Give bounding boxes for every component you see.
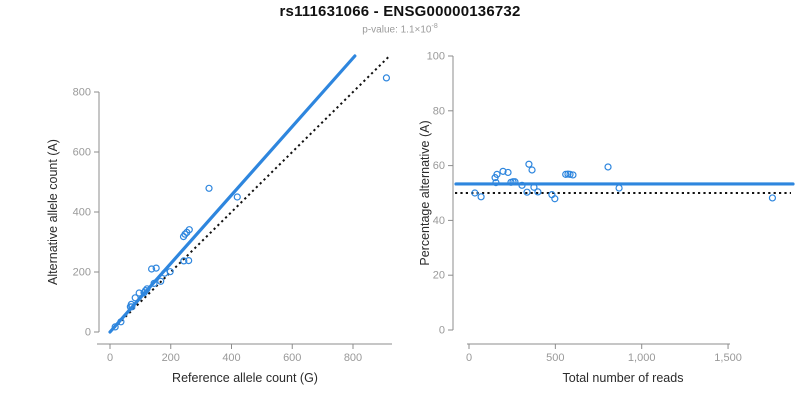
x-tick-label: 200 xyxy=(162,352,180,364)
data-point xyxy=(152,264,160,272)
data-point xyxy=(135,289,143,297)
x-tick-label: 0 xyxy=(466,352,472,364)
y-axis-title: Percentage alternative (A) xyxy=(418,120,432,265)
y-tick-label: 60 xyxy=(433,160,445,172)
data-point xyxy=(530,183,538,191)
data-point xyxy=(150,279,158,287)
panel-right: 0 20 40 60 80 100 0 500 1,000 1,500 Total number o… xyxy=(418,51,795,385)
data-point xyxy=(471,189,479,197)
data-point xyxy=(534,188,542,196)
data-point xyxy=(528,166,536,174)
panel-left: 0 200 400 600 800 0 200 400 600 800 Reference alle… xyxy=(46,54,392,385)
x-axis-title: Total number of reads xyxy=(563,371,684,385)
data-point xyxy=(143,285,151,293)
data-point xyxy=(131,294,139,302)
data-point xyxy=(181,230,189,238)
fit-line xyxy=(108,54,357,334)
data-point xyxy=(382,74,391,82)
data-point xyxy=(148,265,156,273)
data-point xyxy=(157,277,165,285)
y-axis-title: Alternative allele count (A) xyxy=(46,139,60,285)
p-value-text: p-value: 1.1×10 xyxy=(362,24,432,36)
data-point xyxy=(233,193,241,201)
data-point xyxy=(117,318,125,326)
y-tick-label: 400 xyxy=(73,207,91,219)
y-tick-label: 40 xyxy=(433,215,445,227)
data-point xyxy=(166,268,174,276)
data-point xyxy=(504,168,512,177)
y-tick-label: 0 xyxy=(439,325,445,337)
x-tick-label: 1,000 xyxy=(628,352,656,364)
plot-subtitle: p-value: 1.1×10-8 xyxy=(0,23,800,35)
data-point xyxy=(523,188,531,196)
data-point xyxy=(511,178,519,186)
data-point xyxy=(499,167,507,175)
y-tick-label: 600 xyxy=(73,147,91,159)
data-point xyxy=(185,257,193,265)
x-tick-label: 500 xyxy=(546,352,564,364)
x-tick-label: 800 xyxy=(344,352,362,364)
data-point xyxy=(518,181,526,189)
data-point xyxy=(111,323,119,331)
data-point xyxy=(128,303,136,311)
y-tick-label: 20 xyxy=(433,270,445,282)
x-tick-label: 0 xyxy=(107,352,113,364)
x-tick-label: 400 xyxy=(222,352,240,364)
y-tick-label: 100 xyxy=(427,51,445,63)
y-tick-label: 80 xyxy=(433,105,445,117)
data-point xyxy=(604,163,612,171)
data-point xyxy=(492,178,500,187)
y-tick-label: 800 xyxy=(73,87,91,99)
data-point xyxy=(205,184,213,192)
data-point xyxy=(551,195,559,203)
data-point xyxy=(615,184,623,192)
data-point xyxy=(566,170,574,178)
x-tick-label: 1,500 xyxy=(714,352,742,364)
identity-line xyxy=(109,55,391,333)
data-point xyxy=(768,194,777,202)
data-point xyxy=(141,287,150,295)
y-tick-label: 0 xyxy=(85,327,91,339)
x-tick-label: 600 xyxy=(283,352,301,364)
data-point xyxy=(477,193,485,201)
plot-title: rs111631066 - ENSG00000136732 xyxy=(279,3,521,20)
p-value-exponent: -8 xyxy=(431,23,438,30)
data-point xyxy=(185,226,193,234)
data-point xyxy=(525,160,533,168)
data-point xyxy=(493,170,501,178)
y-tick-label: 200 xyxy=(73,267,91,279)
x-axis-title: Reference allele count (G) xyxy=(172,371,318,385)
data-point xyxy=(569,171,577,179)
data-point xyxy=(180,257,188,265)
